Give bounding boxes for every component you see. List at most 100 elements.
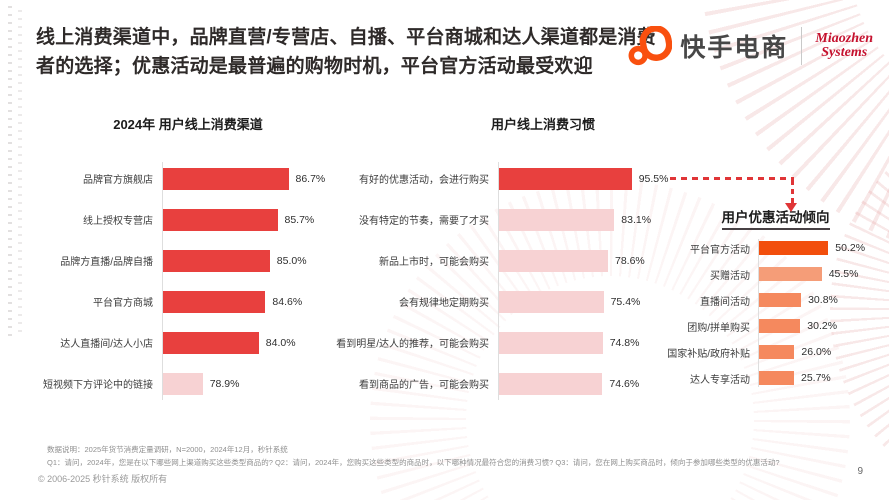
category-label: 团购/拼单购买: [687, 322, 750, 334]
bar: [162, 167, 289, 190]
category-label: 品牌方直播/品牌自播: [60, 257, 153, 268]
footnote-questions: Q1：请问，2024年，您是在以下哪些网上渠道购买这些类型商品的? Q2：请问，…: [47, 457, 780, 467]
value-label: 75.4%: [610, 295, 641, 308]
category-label: 达人直播间/达人小店: [60, 339, 153, 350]
bar: [758, 371, 794, 385]
chart-rows: 品牌官方旗舰店 86.7% 线上授权专营店 85.7% 品牌方直播/品牌自播 85.0% 平…: [38, 158, 338, 404]
bar: [498, 208, 615, 231]
chart-row: 国家补贴/政府补贴 26.0%: [662, 339, 889, 365]
value-label: 84.6%: [272, 295, 303, 308]
bar: [498, 372, 603, 395]
footnote-data-source: 数据说明：2025年货节消费定量调研，N=2000，2024年12月，秒针系统: [47, 445, 288, 454]
left-dash-decoration: [8, 6, 24, 336]
miaozhen-logo: Miaozhen Systems: [815, 32, 873, 60]
category-label: 线上授权专营店: [83, 216, 153, 227]
chart-row: 团购/拼单购买 30.2%: [662, 313, 889, 339]
chart-row: 看到商品的广告，可能会购买 74.6%: [338, 363, 690, 404]
value-label: 78.6%: [615, 254, 645, 267]
bar: [758, 345, 795, 359]
value-label: 45.5%: [828, 268, 859, 280]
miaozhen-logo-line1: Miaozhen: [815, 31, 873, 46]
bar: [758, 319, 801, 333]
bar: [758, 241, 829, 255]
chart-row: 达人直播间/达人小店 84.0%: [38, 322, 338, 363]
value-label: 30.2%: [807, 320, 838, 332]
bar: [162, 208, 278, 231]
miaozhen-logo-line2: Systems: [821, 45, 868, 60]
chart-row: 买赠活动 45.5%: [662, 261, 889, 287]
copyright-text: © 2006-2025 秒针系统 版权所有: [38, 474, 168, 484]
chart-row: 线上授权专营店 85.7%: [38, 199, 338, 240]
value-label: 85.7%: [284, 213, 315, 226]
value-label: 84.0%: [265, 336, 296, 349]
page-title-line1: 线上消费渠道中，品牌直营/专营店、自播、平台商城和达人渠道都是消费: [36, 27, 656, 48]
category-label: 没有特定的节奏，需要了才买: [359, 216, 489, 227]
category-label: 短视频下方评论中的链接: [43, 380, 153, 391]
chart-title: 2024年 用户线上消费渠道: [113, 117, 263, 132]
logo-area: 快手电商 Miaozhen Systems: [628, 26, 873, 66]
value-label: 26.0%: [801, 346, 832, 358]
value-label: 83.1%: [621, 213, 652, 226]
bar: [758, 267, 822, 281]
category-label: 买赠活动: [710, 270, 750, 282]
chart-row: 短视频下方评论中的链接 78.9%: [38, 363, 338, 404]
bar: [758, 293, 802, 307]
category-label: 直播间活动: [700, 296, 750, 308]
bar: [162, 290, 266, 313]
kuaishou-logo-icon: [628, 26, 673, 66]
connector-arrow-down-icon: [785, 203, 797, 212]
chart-row: 有好的优惠活动，会进行购买 95.5%: [338, 158, 690, 199]
category-label: 看到明星/达人的推荐，可能会购买: [336, 339, 489, 350]
kuaishou-logo-text: 快手电商: [680, 34, 789, 62]
chart-row: 新品上市时，可能会购买 78.6%: [338, 240, 690, 281]
chart-row: 看到明星/达人的推荐，可能会购买 74.8%: [336, 322, 690, 363]
chart-row: 品牌方直播/品牌自播 85.0%: [38, 240, 338, 281]
page-title: 线上消费渠道中，品牌直营/专营店、自播、平台商城和达人渠道都是消费 者的选择；优…: [36, 24, 661, 81]
page-title-line2: 者的选择；优惠活动是最普遍的购物时机，平台官方活动最受欢迎: [36, 55, 593, 77]
footnotes: 数据说明：2025年货节消费定量调研，N=2000，2024年12月，秒针系统 …: [47, 444, 887, 470]
bar: [162, 372, 203, 395]
value-label: 50.2%: [835, 242, 866, 254]
chart-promotion-preference: 用户优惠活动倾向 平台官方活动 50.2% 买赠活动 45.5% 直播间活动 30.8% 团…: [662, 206, 889, 391]
bar: [498, 331, 603, 354]
category-label: 平台官方商城: [93, 298, 153, 309]
category-label: 新品上市时，可能会购买: [379, 257, 489, 268]
chart-row: 品牌官方旗舰店 86.7%: [38, 158, 338, 199]
chart-title-underlined: 用户优惠活动倾向: [721, 206, 830, 230]
value-label: 74.8%: [609, 336, 640, 349]
value-label: 30.8%: [808, 294, 838, 306]
chart-title: 用户线上消费习惯: [490, 117, 595, 132]
value-label: 25.7%: [801, 372, 831, 384]
chart-row: 平台官方活动 50.2%: [662, 235, 889, 261]
value-label: 95.5%: [638, 172, 669, 185]
bar: [162, 249, 270, 272]
category-label: 看到商品的广告，可能会购买: [359, 380, 489, 391]
chart-rows: 平台官方活动 50.2% 买赠活动 45.5% 直播间活动 30.8% 团购/拼单购买 30.…: [662, 235, 889, 391]
category-label: 国家补贴/政府补贴: [667, 348, 750, 360]
bar: [498, 167, 632, 190]
category-label: 会有规律地定期购买: [399, 298, 489, 309]
connector-dashed-line-horizontal: [670, 177, 794, 180]
category-label: 有好的优惠活动，会进行购买: [359, 175, 489, 186]
value-label: 78.9%: [209, 377, 240, 390]
logo-divider: [801, 27, 803, 65]
connector-dashed-line-vertical: [791, 180, 794, 203]
value-label: 85.0%: [276, 254, 307, 267]
chart-online-channels: 2024年 用户线上消费渠道 品牌官方旗舰店 86.7% 线上授权专营店 85.7% 品…: [38, 114, 338, 404]
page-number: 9: [857, 466, 863, 477]
bar: [162, 331, 259, 354]
bar: [498, 290, 604, 313]
category-label: 平台官方活动: [690, 244, 750, 256]
chart-rows: 有好的优惠活动，会进行购买 95.5% 没有特定的节奏，需要了才买 83.1% 新品上市…: [336, 158, 690, 404]
category-label: 达人专享活动: [690, 374, 750, 386]
bar: [498, 249, 608, 272]
value-label: 74.6%: [609, 377, 640, 390]
value-label: 86.7%: [295, 172, 326, 185]
chart-title: 用户优惠活动倾向: [662, 206, 889, 230]
chart-row: 会有规律地定期购买 75.4%: [338, 281, 690, 322]
chart-consumption-habits: 用户线上消费习惯 有好的优惠活动，会进行购买 95.5% 没有特定的节奏，需要了才买…: [336, 114, 690, 404]
chart-row: 平台官方商城 84.6%: [38, 281, 338, 322]
chart-row: 直播间活动 30.8%: [662, 287, 889, 313]
category-label: 品牌官方旗舰店: [83, 175, 153, 186]
